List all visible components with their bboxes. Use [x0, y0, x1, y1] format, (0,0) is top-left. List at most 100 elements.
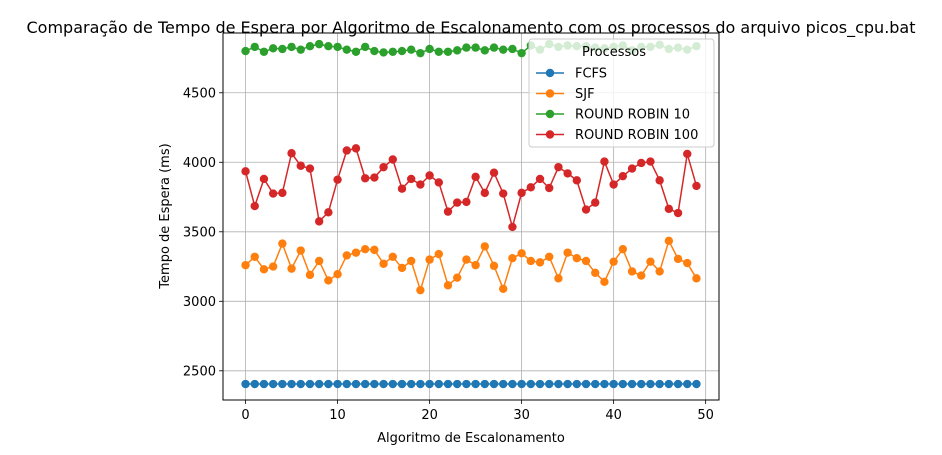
y-tick-label: 2500 [183, 364, 216, 379]
data-point [600, 379, 609, 389]
data-point [416, 48, 425, 58]
data-point [296, 161, 305, 170]
data-point [452, 46, 462, 55]
legend-entry: ROUND ROBIN 100 [536, 128, 698, 143]
data-point [554, 379, 563, 389]
data-point [462, 379, 471, 389]
data-point [360, 379, 370, 389]
data-point [351, 47, 361, 56]
data-point [664, 379, 674, 389]
legend-marker [545, 89, 555, 98]
data-point [406, 45, 416, 54]
data-point [360, 42, 370, 52]
data-point [591, 198, 600, 207]
data-point [370, 46, 379, 56]
data-point [655, 267, 664, 276]
data-point [489, 168, 499, 177]
data-point [517, 188, 526, 198]
data-point [259, 265, 269, 274]
data-point [434, 379, 443, 389]
data-point [351, 379, 361, 389]
data-point [287, 379, 296, 389]
data-point [627, 164, 637, 173]
data-point [517, 379, 526, 389]
legend-box [528, 38, 715, 148]
data-point [563, 169, 572, 178]
data-point [563, 248, 572, 257]
legend-entry: FCFS [536, 67, 607, 82]
data-point [268, 44, 278, 53]
data-point [314, 379, 324, 389]
data-point [379, 48, 388, 57]
data-point [683, 379, 692, 389]
data-point [324, 42, 333, 51]
data-point [517, 249, 526, 258]
data-point [554, 274, 563, 283]
legend-label: ROUND ROBIN 100 [575, 128, 698, 143]
data-point [278, 239, 287, 248]
data-point [462, 197, 471, 207]
data-point [388, 379, 397, 389]
data-point [241, 379, 250, 389]
data-point [471, 43, 480, 52]
data-point [388, 47, 397, 56]
data-point [443, 281, 453, 290]
data-point [397, 379, 407, 389]
data-point [259, 47, 269, 56]
data-point [692, 181, 701, 191]
data-point [517, 48, 526, 58]
data-point [360, 174, 370, 183]
legend-entry: ROUND ROBIN 10 [536, 108, 690, 123]
data-point [646, 257, 655, 266]
data-point [535, 379, 545, 389]
data-point [489, 43, 499, 52]
chart-title: Comparação de Tempo de Espera por Algori… [26, 18, 915, 38]
legend-entry: SJF [536, 87, 595, 102]
data-point [287, 149, 296, 158]
data-point [434, 249, 443, 259]
data-point [572, 379, 582, 389]
x-tick-label: 50 [697, 408, 714, 423]
data-point [333, 269, 342, 279]
y-axis-label: Tempo de Espera (ms) [158, 143, 173, 289]
data-point [241, 167, 250, 176]
data-point [342, 146, 351, 155]
data-point [508, 222, 517, 232]
data-point [499, 379, 508, 389]
data-point [664, 236, 674, 246]
data-point [618, 244, 628, 254]
data-point [379, 259, 388, 268]
legend-label: FCFS [575, 67, 607, 82]
data-point [342, 379, 351, 389]
data-point [287, 42, 296, 52]
series-fcfs [241, 379, 701, 389]
data-point [278, 44, 287, 54]
data-point [535, 258, 545, 267]
data-point [250, 379, 259, 389]
data-point [416, 285, 425, 295]
data-point [581, 205, 591, 214]
data-point [480, 242, 490, 251]
legend-entries: FCFS SJF ROUND ROBIN 10 ROUND ROBIN 100 [536, 67, 698, 143]
series-sjf [241, 236, 701, 295]
data-point [287, 264, 296, 273]
data-point [379, 162, 388, 172]
data-point [452, 379, 462, 389]
data-point [333, 379, 342, 389]
y-tick-label: 4000 [183, 156, 216, 171]
data-point [600, 157, 609, 166]
data-point [250, 201, 259, 211]
data-point [314, 256, 324, 266]
data-point [305, 379, 315, 389]
data-point [406, 379, 416, 389]
data-point [296, 246, 305, 255]
data-point [480, 379, 490, 389]
x-tick-label: 40 [605, 408, 622, 423]
data-point [480, 46, 490, 55]
series-line [244, 147, 698, 228]
data-point [397, 46, 407, 56]
data-point [397, 184, 407, 193]
y-axis-ticks: 2500 3000 3500 4000 4500 [183, 86, 223, 379]
data-point [664, 204, 674, 214]
data-point [471, 379, 480, 389]
